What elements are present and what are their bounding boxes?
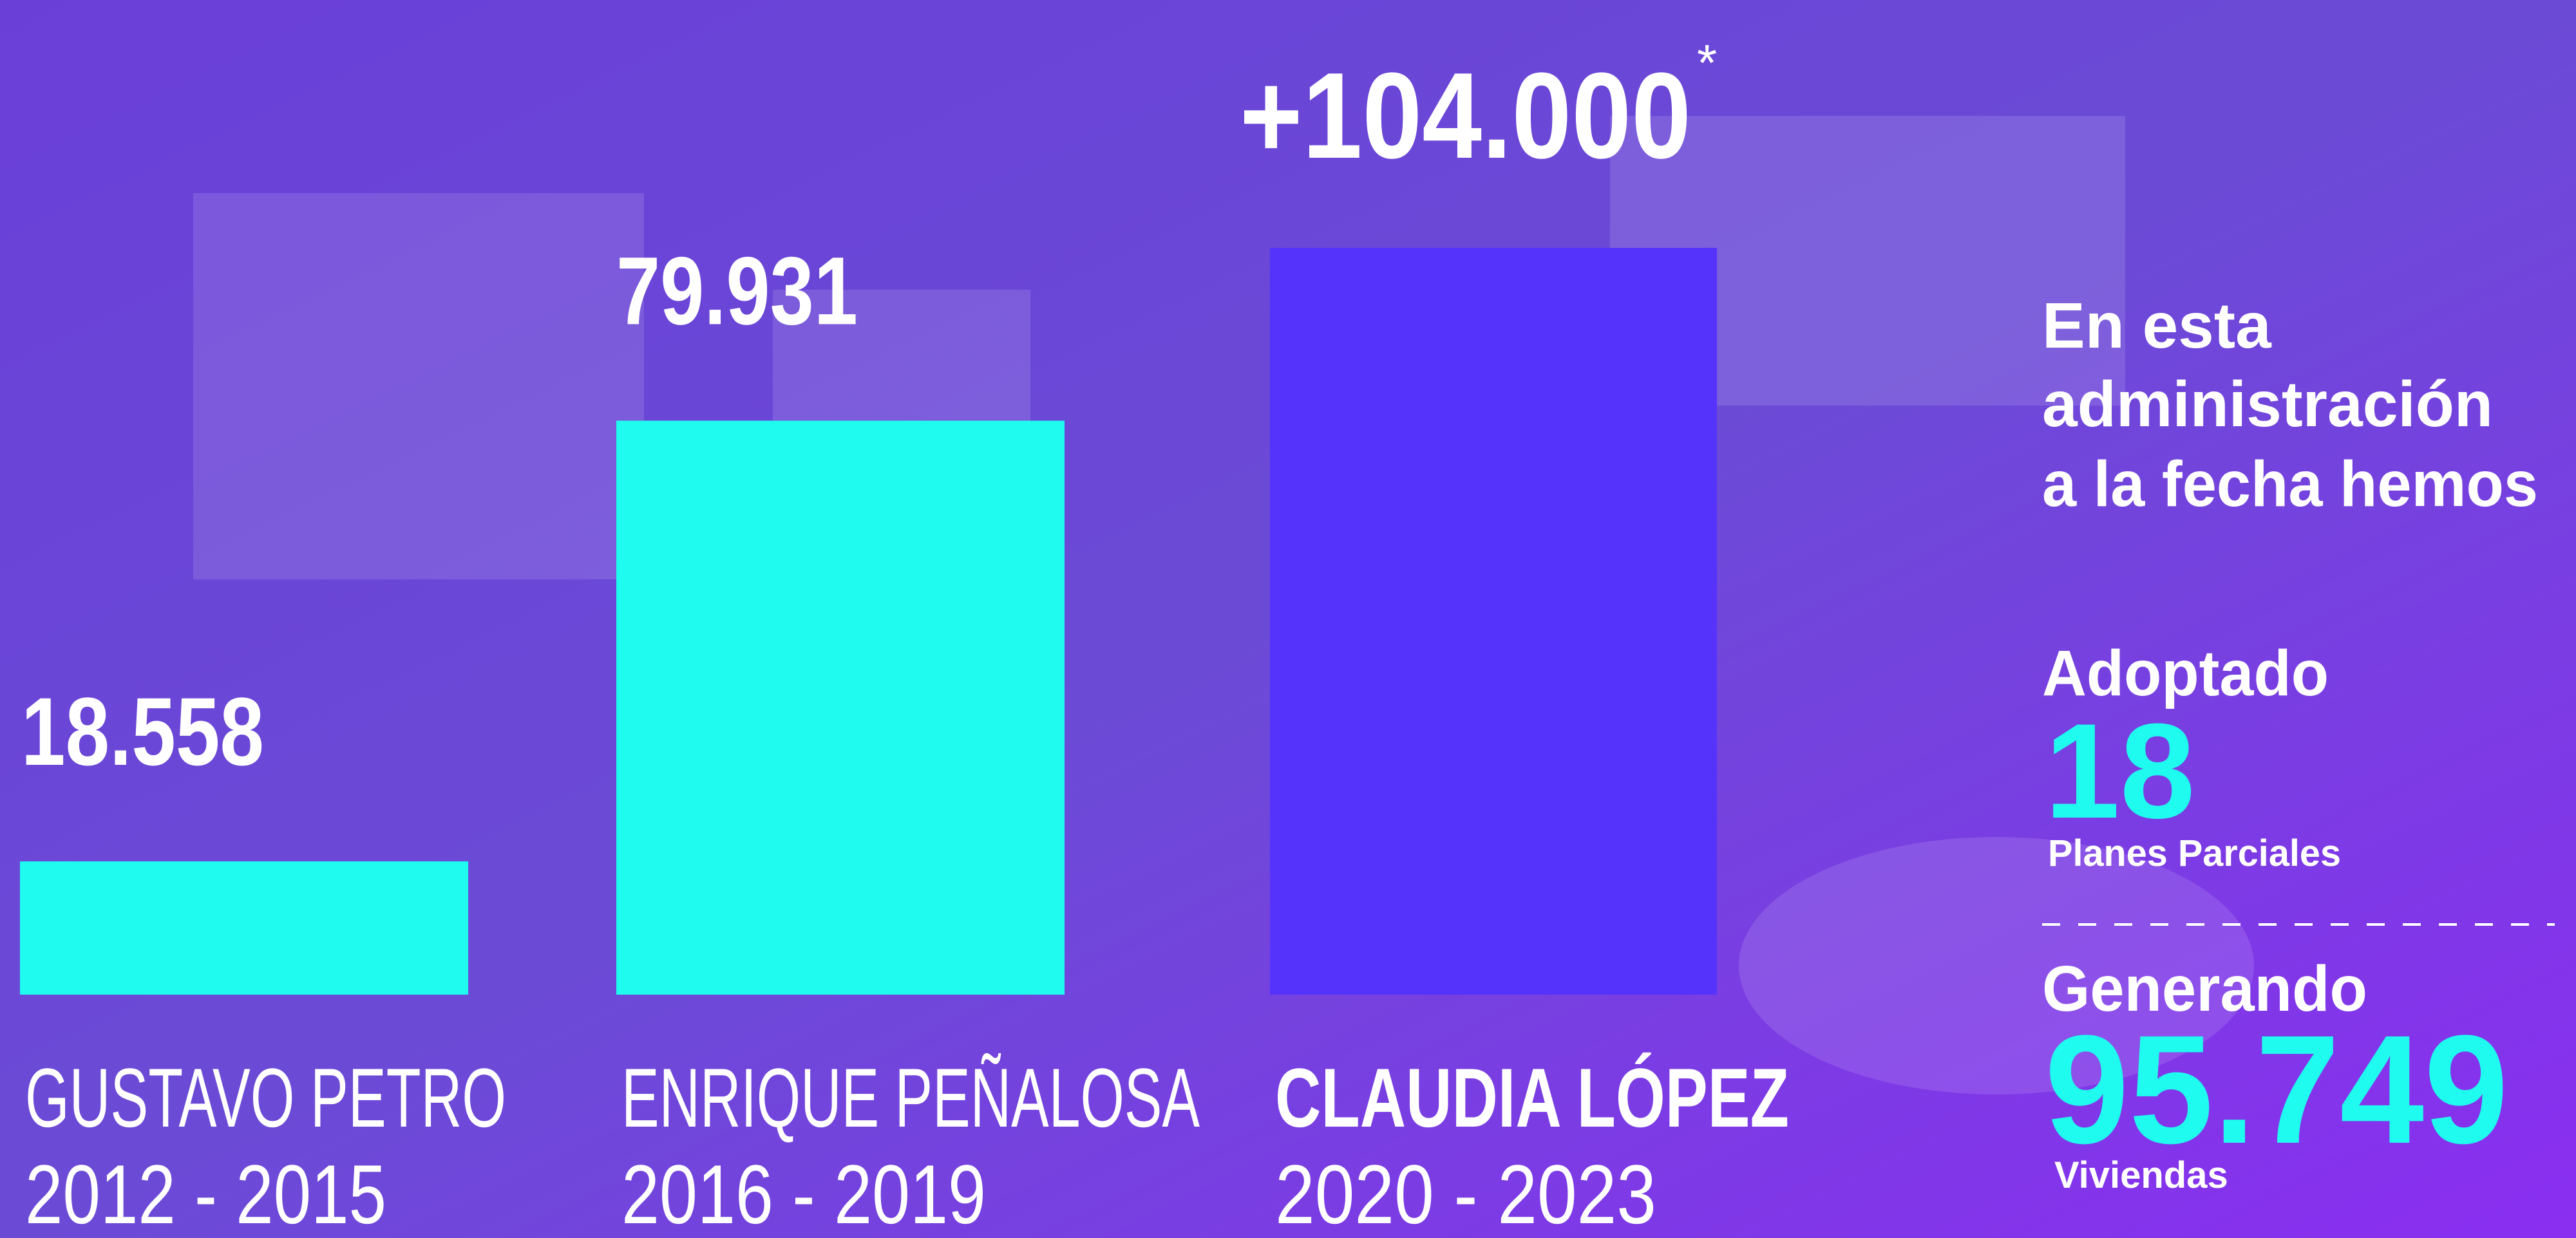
- bar: [1270, 248, 1717, 995]
- category-period: 2020 - 2023: [1275, 1147, 1656, 1238]
- value-label: 18.558: [21, 677, 264, 785]
- chart: En esta administración a la fecha hemos …: [0, 0, 2576, 1238]
- value-label: +104.000: [1240, 48, 1691, 184]
- category-name: ENRIQUE PEÑALOSA: [621, 1051, 1200, 1145]
- intro-line: a la fecha hemos: [2042, 448, 2538, 520]
- bar: [616, 420, 1065, 995]
- generating-unit: Viviendas: [2054, 1154, 2228, 1196]
- page: En esta administración a la fecha hemos …: [0, 0, 2576, 1238]
- category-name: CLAUDIA LÓPEZ: [1275, 1051, 1789, 1145]
- adopted-unit: Planes Parciales: [2048, 832, 2341, 874]
- intro-line: En esta: [2042, 290, 2272, 362]
- note-mark: *: [1697, 34, 1717, 91]
- generating-value: 95.749: [2045, 1003, 2508, 1176]
- intro-line: administración: [2042, 368, 2493, 440]
- category-name: GUSTAVO PETRO: [25, 1051, 506, 1145]
- category-period: 2012 - 2015: [25, 1147, 386, 1238]
- adopted-value: 18: [2045, 695, 2195, 847]
- value-label: 79.931: [616, 236, 858, 344]
- category-period: 2016 - 2019: [621, 1147, 986, 1238]
- bar: [20, 861, 468, 995]
